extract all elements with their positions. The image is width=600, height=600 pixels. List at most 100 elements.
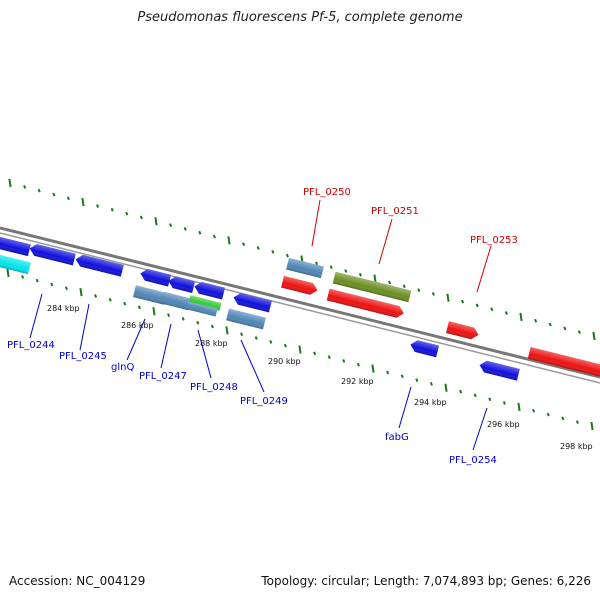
gene-label-pfl-0248[interactable]: PFL_0248 xyxy=(190,382,238,393)
minor-tick xyxy=(183,227,187,231)
cds-pfl-0251[interactable] xyxy=(326,288,406,320)
kbp-label: 294 kbp xyxy=(414,398,447,407)
minor-tick xyxy=(402,284,406,289)
gene-leader-lines xyxy=(29,199,492,451)
minor-tick xyxy=(108,297,112,302)
gene-label-pfl-0247[interactable]: PFL_0247 xyxy=(139,371,187,382)
major-tick xyxy=(81,197,85,207)
minor-tick xyxy=(532,408,536,413)
minor-tick xyxy=(344,269,348,273)
minor-tick xyxy=(429,382,433,386)
gene-label-pfl-0253[interactable]: PFL_0253 xyxy=(470,235,518,246)
major-tick xyxy=(6,268,10,278)
cds-pfl-0254[interactable] xyxy=(478,359,520,381)
minor-tick xyxy=(561,416,565,421)
gene-label-pfl-0249[interactable]: PFL_0249 xyxy=(240,396,288,407)
minor-tick xyxy=(461,299,465,304)
minor-tick xyxy=(548,322,552,327)
minor-tick xyxy=(35,278,39,283)
cds-pfl-0250-top[interactable] xyxy=(286,257,324,279)
minor-tick xyxy=(123,301,127,306)
cds-pfl-0244[interactable] xyxy=(28,243,76,266)
minor-tick xyxy=(137,305,141,310)
cds-left-edge-cyan[interactable] xyxy=(0,251,31,275)
minor-tick xyxy=(139,215,143,220)
cds-pfl-0250[interactable] xyxy=(281,275,319,296)
major-tick xyxy=(8,178,12,188)
cds-pfl-0248-top[interactable] xyxy=(193,281,226,300)
cds-pfl-0247-top[interactable] xyxy=(167,275,196,293)
gene-label-glnq[interactable]: glnQ xyxy=(111,362,134,373)
minor-tick xyxy=(475,303,479,308)
cds-pfl-0252[interactable] xyxy=(446,321,480,340)
minor-tick xyxy=(534,318,538,323)
cds-pfl-0251-olive[interactable] xyxy=(332,271,412,303)
minor-tick xyxy=(327,355,331,360)
minor-tick xyxy=(577,330,581,335)
kbp-label: 288 kbp xyxy=(195,339,228,348)
minor-tick xyxy=(269,339,273,344)
minor-tick xyxy=(64,286,68,291)
major-tick xyxy=(517,402,521,412)
minor-tick xyxy=(110,207,114,212)
major-tick xyxy=(519,312,523,322)
minor-tick xyxy=(285,253,289,258)
minor-tick xyxy=(50,282,54,287)
cds-fabg[interactable] xyxy=(409,339,440,358)
minor-tick xyxy=(242,242,246,247)
gene-label-pfl-0250[interactable]: PFL_0250 xyxy=(303,187,351,198)
major-tick xyxy=(154,217,158,226)
cds-pfl-0245[interactable] xyxy=(74,253,124,277)
kbp-label: 290 kbp xyxy=(268,357,301,366)
genome-summary-text: Topology: circular; Length: 7,074,893 bp… xyxy=(261,574,591,588)
gene-label-pfl-0251[interactable]: PFL_0251 xyxy=(371,206,419,217)
minor-tick xyxy=(125,211,129,216)
minor-tick xyxy=(256,246,260,250)
minor-tick xyxy=(52,192,56,197)
kbp-label: 286 kbp xyxy=(121,321,154,330)
minor-tick xyxy=(473,393,477,398)
minor-tick xyxy=(504,311,508,315)
major-tick xyxy=(225,326,229,335)
cds-pfl-0249-top[interactable] xyxy=(232,292,272,313)
minor-tick xyxy=(388,280,392,285)
gene-label-pfl-0245[interactable]: PFL_0245 xyxy=(59,351,107,362)
map-title: Pseudomonas fluorescens Pf-5, complete g… xyxy=(137,10,463,25)
cds-pfl-0248[interactable] xyxy=(186,301,218,317)
minor-tick xyxy=(313,351,317,356)
cds-pfl-0249[interactable] xyxy=(226,308,266,330)
gene-label-fabg[interactable]: fabG xyxy=(385,432,409,443)
inner-tick-scale xyxy=(6,268,594,431)
major-tick xyxy=(152,307,156,316)
major-tick xyxy=(444,383,448,392)
minor-tick xyxy=(212,234,216,239)
minor-tick xyxy=(169,223,173,227)
minor-tick xyxy=(431,292,435,296)
gene-label-pfl-0244[interactable]: PFL_0244 xyxy=(7,340,55,351)
cds-left-edge-blue[interactable] xyxy=(0,233,31,257)
kbp-label: 292 kbp xyxy=(341,377,374,386)
major-tick xyxy=(446,293,450,302)
minor-tick xyxy=(386,370,390,375)
cds-pfl-0247[interactable] xyxy=(160,291,192,311)
minor-tick xyxy=(315,261,319,266)
major-tick xyxy=(371,364,375,373)
major-tick xyxy=(373,274,377,283)
backbone xyxy=(0,226,600,384)
major-tick xyxy=(592,331,596,341)
minor-tick xyxy=(400,374,404,379)
cds-glnq-top[interactable] xyxy=(139,268,172,287)
major-tick xyxy=(79,287,83,297)
cds-pfl-0253[interactable] xyxy=(527,347,600,379)
minor-tick xyxy=(240,332,244,337)
cds-glnq[interactable] xyxy=(133,285,167,305)
minor-tick xyxy=(181,317,185,321)
minor-tick xyxy=(37,188,41,193)
forward-cds-track xyxy=(281,257,600,379)
major-tick xyxy=(298,345,302,354)
gene-label-pfl-0254[interactable]: PFL_0254 xyxy=(449,455,497,466)
cds-pfl-0248-green[interactable] xyxy=(188,295,222,311)
minor-tick xyxy=(96,204,100,208)
